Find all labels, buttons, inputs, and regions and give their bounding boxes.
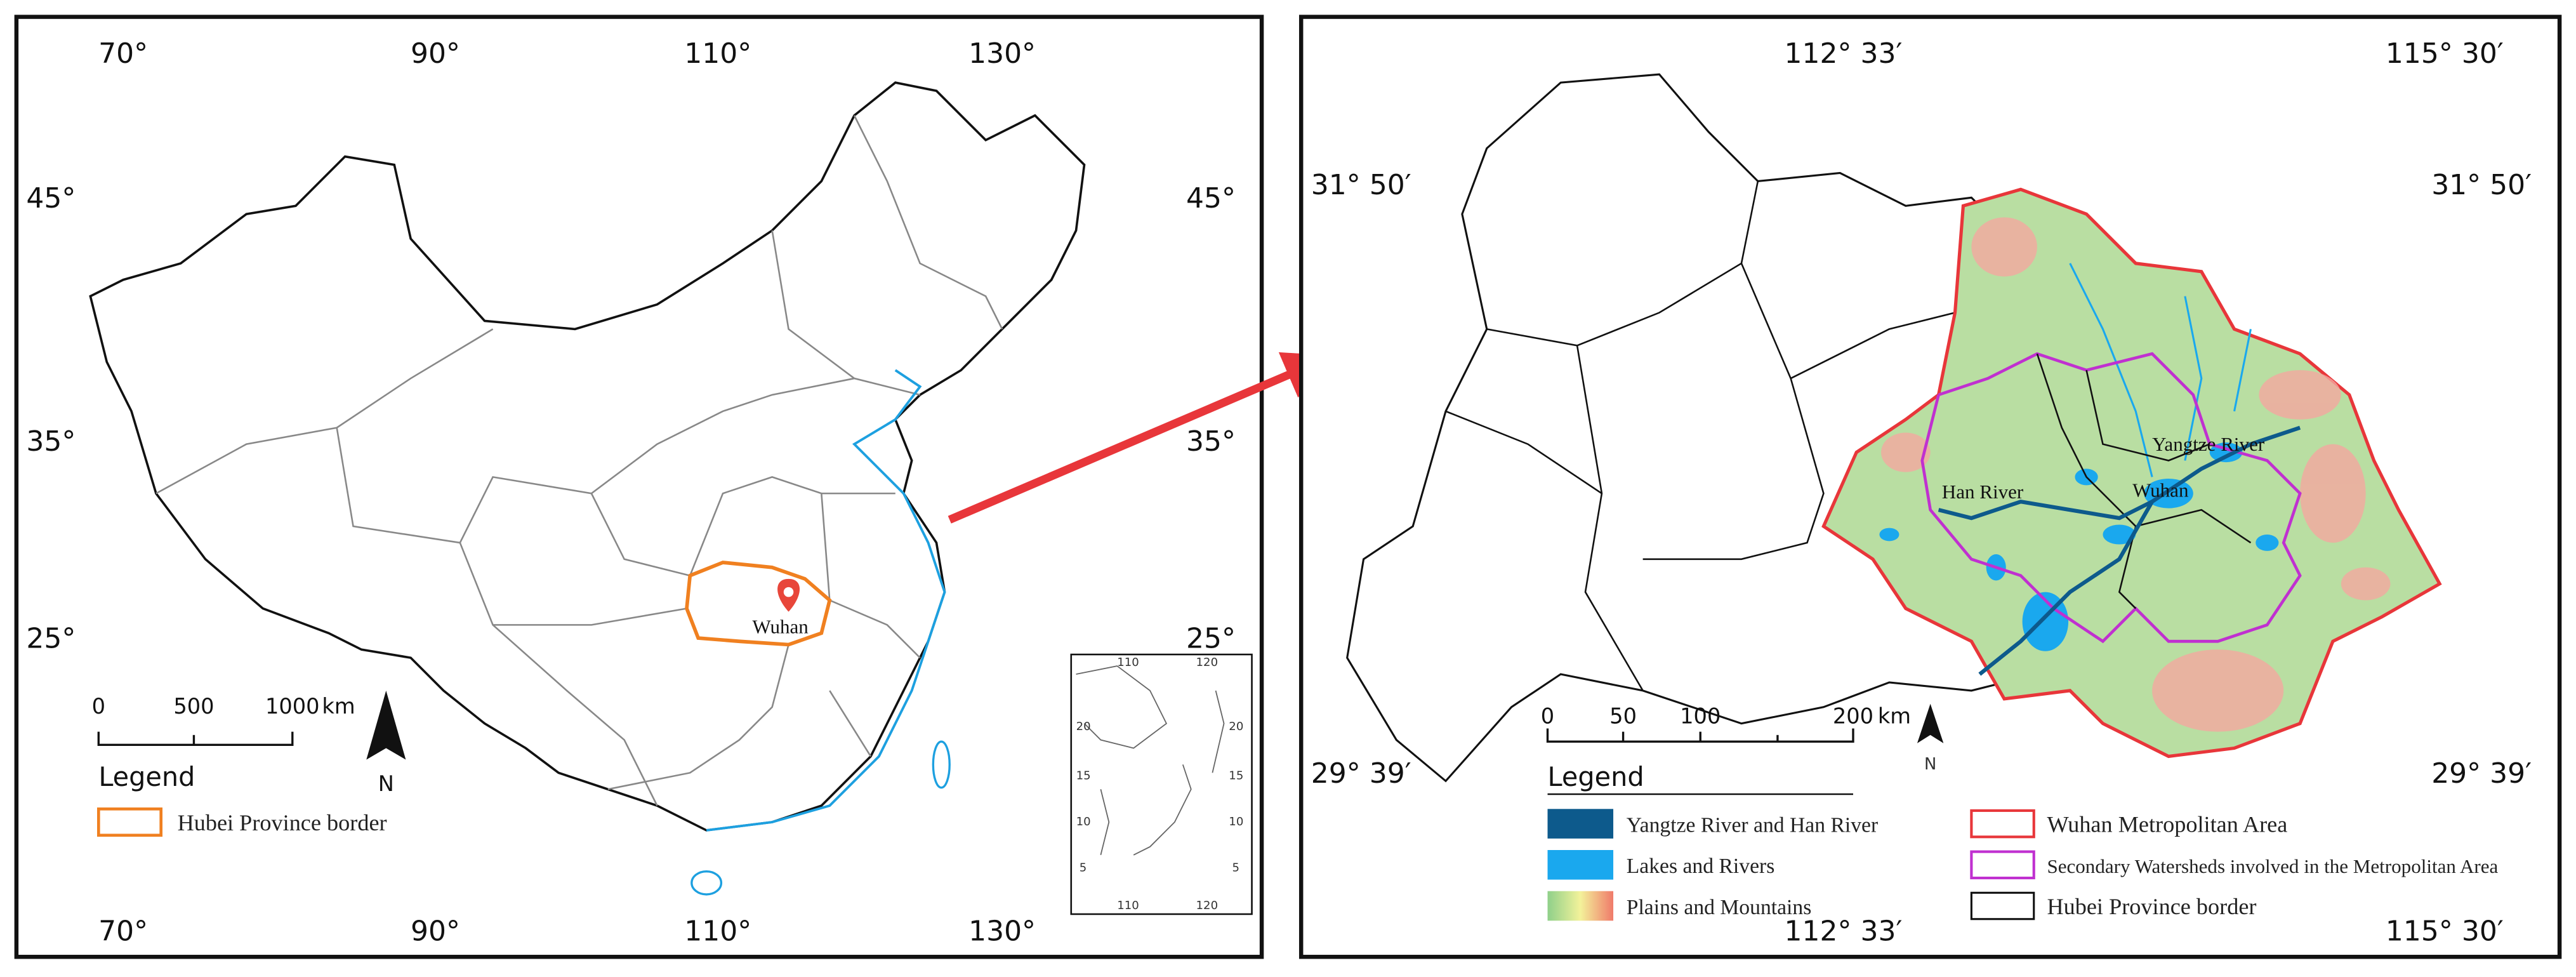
lat-label: 31° 50′ xyxy=(2431,169,2532,201)
inset-label: 20 xyxy=(1076,720,1091,733)
legend-item: Lakes and Rivers xyxy=(1627,854,1775,878)
lon-label: 110° xyxy=(684,37,751,70)
lat-label: 25° xyxy=(26,623,76,655)
lon-label: 112° 33′ xyxy=(1784,37,1902,70)
scale-label: 200 xyxy=(1833,704,1873,729)
city-label: Wuhan xyxy=(752,615,809,637)
wuhan-marker-dot xyxy=(783,587,794,597)
scale-label: 50 xyxy=(1609,704,1637,729)
lon-label: 130° xyxy=(968,37,1036,70)
inset-label: 120 xyxy=(1196,656,1219,669)
district-borders xyxy=(2036,353,2252,609)
lat-label: 29° 39′ xyxy=(1311,757,1411,790)
lat-label: 45° xyxy=(26,182,76,215)
scale-unit: km xyxy=(322,694,355,719)
right-coord-labels: 112° 33′ 115° 30′ 112° 33′ 115° 30′ 31° … xyxy=(1311,37,2532,947)
inset-label: 15 xyxy=(1076,769,1091,783)
left-scale-bar: 0 500 1000 km xyxy=(92,694,355,747)
metropolitan-area xyxy=(1821,187,2442,759)
lon-label: 70° xyxy=(98,37,148,70)
legend-swatch xyxy=(1970,809,2035,839)
han-river xyxy=(1938,500,2153,521)
yangtze-river xyxy=(1978,425,2301,676)
link-arrow xyxy=(948,352,1334,524)
legend-swatch xyxy=(1970,891,2035,921)
coastline xyxy=(706,369,946,832)
inset-label: 10 xyxy=(1076,815,1091,828)
inset-label: 20 xyxy=(1229,720,1243,733)
lon-label: 115° 30′ xyxy=(2386,915,2504,947)
left-lon-labels: 70° 90° 110° 130° 70° 90° 110° 130° 45° … xyxy=(26,37,1236,947)
north-arrow xyxy=(366,690,406,760)
inset-label: 5 xyxy=(1080,861,1087,875)
lon-label: 112° 33′ xyxy=(1784,915,1902,947)
legend-item: Yangtze River and Han River xyxy=(1627,814,1878,837)
inset-label: 5 xyxy=(1232,861,1239,875)
lon-label: 70° xyxy=(98,915,148,947)
scale-unit: km xyxy=(1878,704,1911,729)
lon-label: 90° xyxy=(411,37,460,70)
legend-swatch xyxy=(96,807,163,837)
lat-label: 45° xyxy=(1186,182,1236,215)
lat-label: 25° xyxy=(1186,623,1236,655)
lon-label: 110° xyxy=(684,915,751,947)
north-label: N xyxy=(378,771,394,796)
legend-item: Hubei Province border xyxy=(178,810,387,835)
inset-label: 15 xyxy=(1229,769,1243,783)
mountain-areas xyxy=(1881,217,2391,732)
legend-item: Plains and Mountains xyxy=(1627,896,1812,919)
lat-label: 29° 39′ xyxy=(2431,757,2532,790)
inset-labels: 110 120 110 120 20 15 10 5 20 15 10 5 xyxy=(1076,656,1244,912)
legend-item: Hubei Province border xyxy=(2047,894,2256,919)
lon-label: 115° 30′ xyxy=(2386,37,2504,70)
legend-item: Wuhan Metropolitan Area xyxy=(2047,812,2287,837)
lon-label: 130° xyxy=(968,915,1036,947)
hubei-border-left xyxy=(685,561,832,647)
legend-swatch xyxy=(1547,891,1614,921)
place-label: Han River xyxy=(1942,481,2024,503)
inset-label: 110 xyxy=(1117,899,1139,912)
inset-frame xyxy=(1070,653,1253,915)
legend-title: Legend xyxy=(98,762,195,792)
place-label: Yangtze River xyxy=(2152,433,2265,455)
legend-swatch xyxy=(1547,809,1614,839)
inset-label: 120 xyxy=(1196,899,1219,912)
scale-label: 500 xyxy=(173,694,214,719)
place-label: Wuhan xyxy=(2132,479,2189,501)
legend-title: Legend xyxy=(1548,762,1644,792)
scale-label: 0 xyxy=(92,694,105,719)
inset-label: 10 xyxy=(1229,815,1243,828)
legend-swatch xyxy=(1970,850,2035,880)
watersheds xyxy=(1920,352,2302,644)
lat-label: 35° xyxy=(26,425,76,458)
province-borders xyxy=(155,115,1003,806)
rivers xyxy=(2069,263,2252,477)
lat-label: 31° 50′ xyxy=(1311,169,1411,201)
right-scale-bar: 0 50 100 200 km xyxy=(1541,704,1911,743)
scale-label: 100 xyxy=(1680,704,1721,729)
lat-label: 35° xyxy=(1186,425,1236,458)
north-label: N xyxy=(1924,755,1936,774)
hainan xyxy=(690,870,723,896)
prefecture-borders xyxy=(1445,181,1955,691)
taiwan xyxy=(932,740,951,789)
scale-label: 1000 xyxy=(265,694,320,719)
inset-map xyxy=(1076,665,1225,856)
lon-label: 90° xyxy=(411,915,460,947)
legend-item: Secondary Watersheds involved in the Met… xyxy=(2047,855,2498,877)
north-arrow xyxy=(1917,703,1944,743)
scale-label: 0 xyxy=(1541,704,1554,729)
inset-label: 110 xyxy=(1117,656,1139,669)
legend-swatch xyxy=(1547,850,1614,880)
